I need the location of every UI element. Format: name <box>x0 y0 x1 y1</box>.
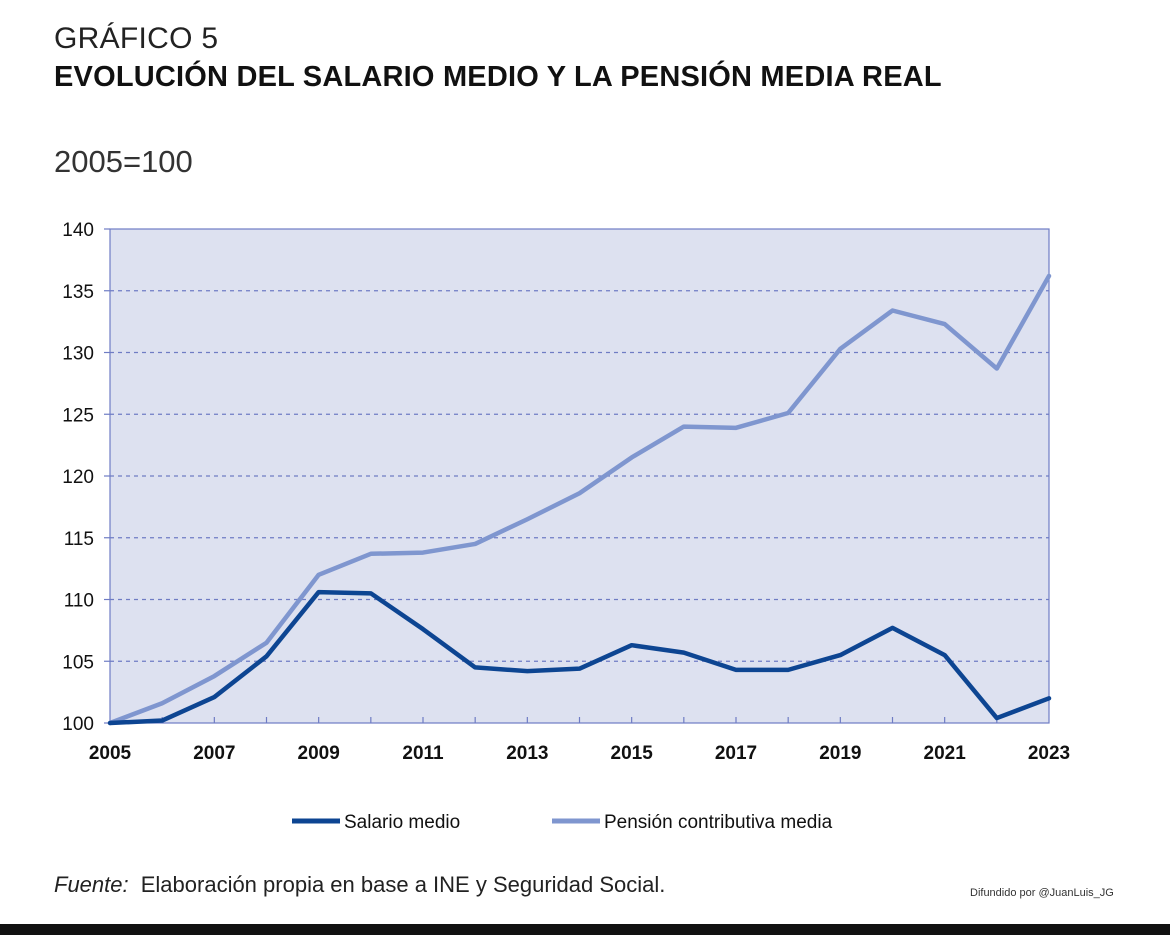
x-tick-label: 2019 <box>819 743 861 764</box>
y-tick-label: 125 <box>62 405 94 426</box>
x-tick-label: 2005 <box>89 743 132 764</box>
chart-title: EVOLUCIÓN DEL SALARIO MEDIO Y LA PENSIÓN… <box>54 61 942 93</box>
x-tick-label: 2009 <box>298 743 340 764</box>
salario-medio-line <box>107 589 1052 726</box>
x-tick-label: 2023 <box>1028 743 1070 764</box>
source-text: Elaboración propia en base a INE y Segur… <box>140 872 666 897</box>
y-tick-label: 140 <box>62 220 94 241</box>
x-tick-label: 2015 <box>611 743 654 764</box>
y-tick-label: 100 <box>62 714 94 735</box>
line-chart: 100 105 110 115 120 125 130 135 140 2005 2007 2009… <box>62 220 1070 833</box>
x-tick-label: 2011 <box>402 743 444 764</box>
y-tick-label: 115 <box>64 529 94 550</box>
x-tick-label: 2021 <box>924 743 967 764</box>
y-tick-label: 120 <box>62 467 94 488</box>
x-tick-label: 2017 <box>715 743 757 764</box>
source-label: Fuente: <box>54 872 129 897</box>
y-tick-label: 110 <box>64 591 94 612</box>
series-lines <box>107 273 1052 726</box>
x-tick-label: 2007 <box>193 743 235 764</box>
y-axis: 100 105 110 115 120 125 130 135 140 <box>62 220 110 735</box>
source-note: Fuente: Elaboración propia en base a INE… <box>54 872 665 898</box>
y-tick-label: 105 <box>62 652 94 673</box>
plot-area <box>109 228 1050 724</box>
credit-text: Difundido por @JuanLuis_JG <box>970 887 1114 899</box>
legend-pension-label: Pensión contributiva media <box>604 812 833 833</box>
y-tick-label: 130 <box>62 344 94 365</box>
legend: Salario medio Pensión contributiva media <box>292 812 833 833</box>
x-tick-label: 2013 <box>506 743 548 764</box>
legend-salario-label: Salario medio <box>344 812 460 833</box>
pension-contributiva-line <box>107 273 1052 726</box>
chart-subtitle: 2005=100 <box>54 144 193 179</box>
bottom-border <box>0 924 1170 935</box>
x-axis: 2005 2007 2009 2011 2013 2015 2017 2019 2021 2023 <box>89 717 1070 764</box>
figure-label: GRÁFICO 5 <box>54 22 219 55</box>
y-tick-label: 135 <box>62 282 94 303</box>
